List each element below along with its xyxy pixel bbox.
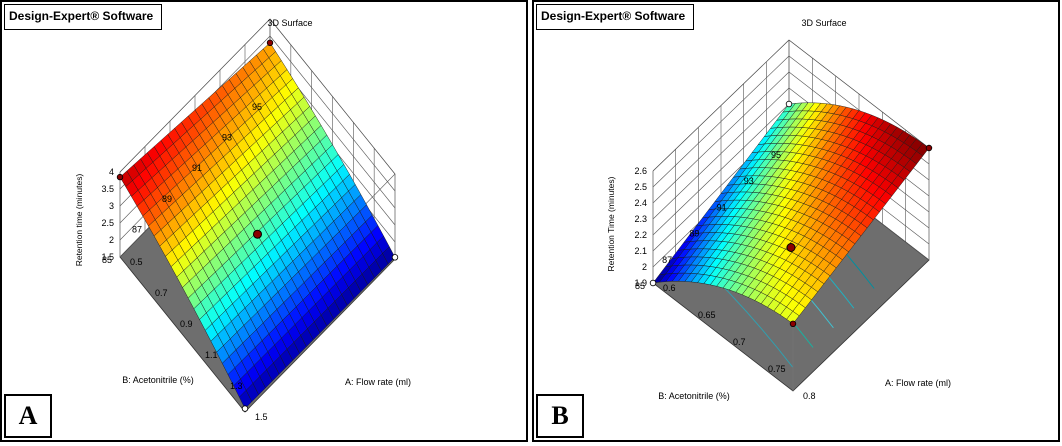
- y-tick-label: 91: [717, 202, 727, 212]
- y-tick-label: 85: [102, 255, 112, 265]
- x-tick-label: 0.65: [698, 310, 716, 320]
- z-axis-label: Retention time (minutes): [74, 174, 84, 267]
- y-tick-label: 95: [771, 150, 781, 160]
- y-tick-label: 93: [744, 176, 754, 186]
- corner-point: [789, 320, 797, 327]
- y-tick-label: 89: [162, 194, 172, 204]
- x-tick-label: 1.5: [255, 412, 268, 422]
- z-tick-label: 1.5: [101, 252, 114, 262]
- surface-chart-a: 3D Surface 1.5 2 2.5 3 3.5 4 Retention time (mi…: [74, 18, 411, 422]
- z-tick-label: 3.5: [101, 184, 114, 194]
- corner-point: [266, 39, 274, 46]
- panel-b: Design-Expert® Software 3D Surface 1.9 2 2.…: [532, 0, 1060, 442]
- chart-title: 3D Surface: [801, 18, 846, 28]
- brand-label: Design-Expert® Software: [4, 4, 162, 30]
- y-tick-label: 93: [222, 133, 232, 143]
- z-tick-label: 2.2: [634, 230, 647, 240]
- y-axis-label: B: Acetonitrile (%): [122, 375, 194, 385]
- z-tick-label: 2.5: [634, 182, 647, 192]
- z-tick-label: 2: [109, 235, 114, 245]
- response-surface: [652, 102, 930, 325]
- y-tick-label: 89: [689, 229, 699, 239]
- panel-letter: A: [4, 394, 52, 438]
- z-tick-label: 1.9: [634, 278, 647, 288]
- corner-point: [785, 100, 793, 108]
- x-tick-label: 1.3: [230, 381, 243, 391]
- corner-point: [241, 405, 249, 412]
- chart-title: 3D Surface: [267, 18, 312, 28]
- z-tick-label: 4: [109, 167, 114, 177]
- panel-letter: B: [536, 394, 584, 438]
- y-axis-label: B: Acetonitrile (%): [658, 391, 730, 401]
- z-tick-label: 2.1: [634, 246, 647, 256]
- response-surface: [119, 42, 396, 409]
- z-tick-label: 2.6: [634, 166, 647, 176]
- x-tick-label: 0.6: [663, 283, 676, 293]
- design-point: [786, 243, 796, 252]
- x-axis-label: A: Flow rate (ml): [345, 377, 411, 387]
- z-axis-label: Retention Time (minutes): [606, 176, 616, 271]
- design-point: [253, 229, 262, 239]
- y-tick-label: 85: [635, 281, 645, 291]
- z-tick-label: 2: [642, 262, 647, 272]
- y-tick-label: 91: [192, 163, 202, 173]
- z-tick-label: 3: [109, 201, 114, 211]
- y-tick-label: 95: [252, 102, 262, 112]
- corner-point: [925, 144, 933, 152]
- brand-label: Design-Expert® Software: [536, 4, 694, 30]
- x-tick-label: 0.7: [733, 337, 746, 347]
- x-axis-label: A: Flow rate (ml): [885, 378, 951, 388]
- corner-point: [116, 173, 124, 181]
- z-tick-label: 2.5: [101, 218, 114, 228]
- corner-point: [391, 254, 399, 261]
- y-tick-label: 87: [132, 224, 142, 234]
- z-tick-label: 2.3: [634, 214, 647, 224]
- y-tick-label: 87: [662, 255, 672, 265]
- x-tick-label: 0.75: [768, 364, 786, 374]
- x-tick-label: 0.5: [130, 257, 143, 267]
- z-tick-label: 2.4: [634, 198, 647, 208]
- x-tick-label: 1.1: [205, 350, 218, 360]
- surface-chart-b: 3D Surface 1.9 2 2.1 2.2 2.3 2.4 2.5 2.6 Retentio…: [606, 18, 951, 401]
- x-tick-label: 0.9: [180, 319, 193, 329]
- panel-a: Design-Expert® Software 3D Surface 1.5 2 2.…: [0, 0, 528, 442]
- x-tick-label: 0.8: [803, 391, 816, 401]
- corner-point: [649, 279, 657, 287]
- x-tick-label: 0.7: [155, 288, 168, 298]
